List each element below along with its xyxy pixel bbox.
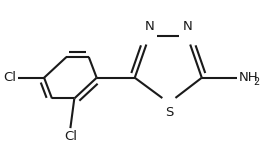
- Text: 2: 2: [254, 78, 260, 87]
- Text: N: N: [183, 20, 192, 33]
- Text: S: S: [165, 106, 173, 119]
- Text: Cl: Cl: [4, 71, 17, 84]
- Text: NH: NH: [239, 71, 258, 84]
- Text: N: N: [144, 20, 154, 33]
- Text: Cl: Cl: [64, 131, 77, 144]
